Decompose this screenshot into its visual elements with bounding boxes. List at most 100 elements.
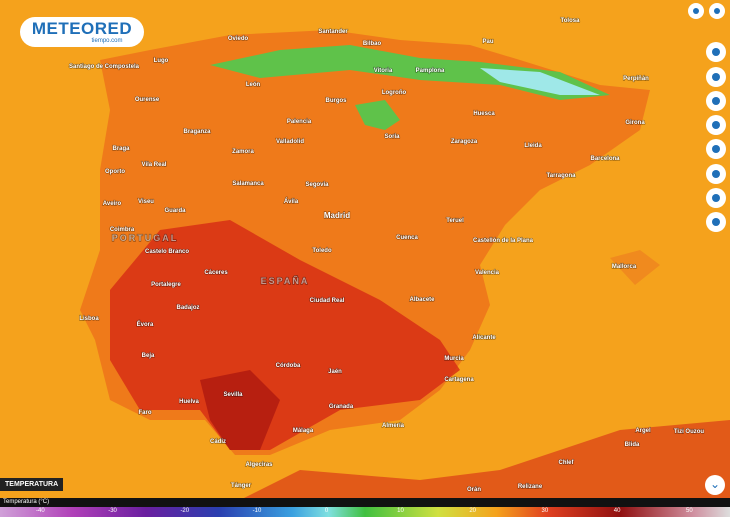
place-label: Teruel bbox=[446, 218, 464, 224]
logo[interactable]: METEORED tiempo.com bbox=[20, 17, 144, 47]
place-label: Tánger bbox=[231, 483, 252, 489]
place-label: León bbox=[246, 82, 261, 88]
place-label: Palencia bbox=[287, 119, 312, 125]
place-label: Girona bbox=[625, 120, 645, 126]
layer-wind-button[interactable] bbox=[706, 91, 726, 111]
place-label: Perpiñán bbox=[623, 76, 649, 82]
place-label: Braganza bbox=[183, 129, 211, 135]
legend-label: -20 bbox=[180, 508, 190, 514]
place-label: Barcelona bbox=[590, 156, 620, 162]
legend-label: 30 bbox=[541, 508, 549, 514]
logo-name: METEORED bbox=[31, 19, 133, 38]
place-label: Vitoria bbox=[374, 68, 393, 74]
place-label: Almería bbox=[382, 423, 405, 429]
legend-label: 50 bbox=[686, 508, 693, 514]
place-label: PORTUGAL bbox=[112, 233, 179, 243]
place-label: Ourense bbox=[135, 97, 160, 103]
place-label: Santander bbox=[318, 29, 348, 35]
place-label: Évora bbox=[137, 320, 154, 328]
place-label: Soria bbox=[384, 134, 400, 140]
legend-label: -30 bbox=[108, 508, 117, 514]
place-label: Lugo bbox=[154, 58, 169, 64]
place-label: Toledo bbox=[312, 248, 332, 254]
place-label: Aveiro bbox=[103, 201, 122, 207]
place-label: Ávila bbox=[284, 198, 299, 205]
legend-label: 20 bbox=[469, 508, 477, 514]
place-label: Zaragoza bbox=[451, 139, 478, 145]
layer-rain-button[interactable] bbox=[706, 42, 726, 62]
place-label: Valencia bbox=[475, 270, 500, 276]
place-label: Tolosa bbox=[561, 18, 581, 24]
place-label: Córdoba bbox=[276, 363, 301, 369]
place-label: Madrid bbox=[324, 211, 350, 220]
place-label: Sevilla bbox=[223, 392, 243, 398]
legend-label: -10 bbox=[252, 508, 262, 514]
layer-tag[interactable]: TEMPERATURA bbox=[0, 478, 64, 491]
legend-label: 10 bbox=[397, 508, 404, 514]
place-label: Mallorca bbox=[612, 264, 637, 270]
place-label: Coimbra bbox=[110, 227, 135, 233]
place-label: Castelo Branco bbox=[145, 249, 189, 255]
place-label: Santiago de Compostela bbox=[69, 64, 140, 70]
place-label: Salamanca bbox=[232, 181, 264, 187]
expand-button[interactable]: ⌄ bbox=[705, 475, 725, 495]
place-label: Argel bbox=[635, 428, 651, 434]
place-label: Castellón de la Plana bbox=[473, 238, 534, 244]
place-label: Málaga bbox=[293, 428, 314, 434]
place-label: Beja bbox=[142, 353, 155, 359]
place-label: Faro bbox=[138, 410, 151, 416]
legend-label: 40 bbox=[613, 508, 621, 514]
place-label: Valladolid bbox=[276, 139, 304, 145]
settings-button[interactable] bbox=[706, 212, 726, 232]
layer-satellite-button[interactable] bbox=[706, 164, 726, 184]
layer-temp-button[interactable] bbox=[706, 115, 726, 135]
mountains bbox=[210, 45, 610, 100]
legend-label: 0 bbox=[324, 508, 329, 514]
place-label: Granada bbox=[329, 404, 354, 410]
place-label: Tarragona bbox=[547, 173, 577, 179]
place-label: Oporto bbox=[105, 169, 125, 175]
legend-title: Temperatura (°C) bbox=[3, 499, 50, 505]
legend-label: -40 bbox=[36, 508, 45, 514]
layer-radar-button[interactable] bbox=[706, 139, 726, 159]
place-label: Burgos bbox=[326, 98, 348, 104]
place-label: Guarda bbox=[164, 208, 186, 214]
place-label: Oviedo bbox=[228, 36, 249, 42]
mountains bbox=[355, 100, 400, 130]
hot-core bbox=[200, 370, 280, 450]
place-label: Viseu bbox=[138, 199, 154, 205]
mallorca bbox=[610, 250, 660, 285]
hot-zone bbox=[110, 220, 460, 450]
place-label: Chlef bbox=[559, 460, 575, 466]
place-label: Huesca bbox=[473, 111, 495, 117]
fullscreen-button[interactable] bbox=[709, 3, 725, 19]
place-label: Segovia bbox=[305, 182, 329, 188]
place-label: Relizane bbox=[518, 484, 543, 490]
place-label: Cádiz bbox=[210, 439, 226, 445]
place-label: Tizi Ouzou bbox=[674, 429, 705, 435]
place-label: Cáceres bbox=[204, 270, 228, 276]
place-label: Logroño bbox=[382, 90, 407, 96]
place-label: Algeciras bbox=[245, 462, 273, 468]
place-label: Jaén bbox=[328, 369, 342, 375]
legend: Temperatura (°C) -40 -30 -20 -10 0 10 20 30 40 50 bbox=[0, 498, 730, 517]
legend-scale: -40 -30 -20 -10 0 10 20 30 40 50 bbox=[0, 507, 730, 517]
place-label: Orán bbox=[467, 487, 481, 493]
place-label: Ciudad Real bbox=[310, 298, 345, 304]
place-label: Lisboa bbox=[79, 316, 99, 322]
locate-button[interactable] bbox=[688, 3, 704, 19]
place-label: Pamplona bbox=[416, 68, 445, 74]
place-label: Zamora bbox=[232, 149, 254, 155]
layer-storm-button[interactable] bbox=[706, 188, 726, 208]
logo-site: tiempo.com bbox=[91, 38, 123, 44]
layer-sea-button[interactable] bbox=[706, 67, 726, 87]
place-label: Blida bbox=[625, 442, 640, 448]
africa bbox=[240, 420, 730, 500]
place-label: Vila Real bbox=[142, 162, 167, 168]
place-label: Pau bbox=[482, 39, 493, 45]
place-label: Huelva bbox=[179, 399, 199, 405]
place-label: Braga bbox=[112, 146, 130, 152]
place-label: Cuenca bbox=[396, 235, 418, 241]
